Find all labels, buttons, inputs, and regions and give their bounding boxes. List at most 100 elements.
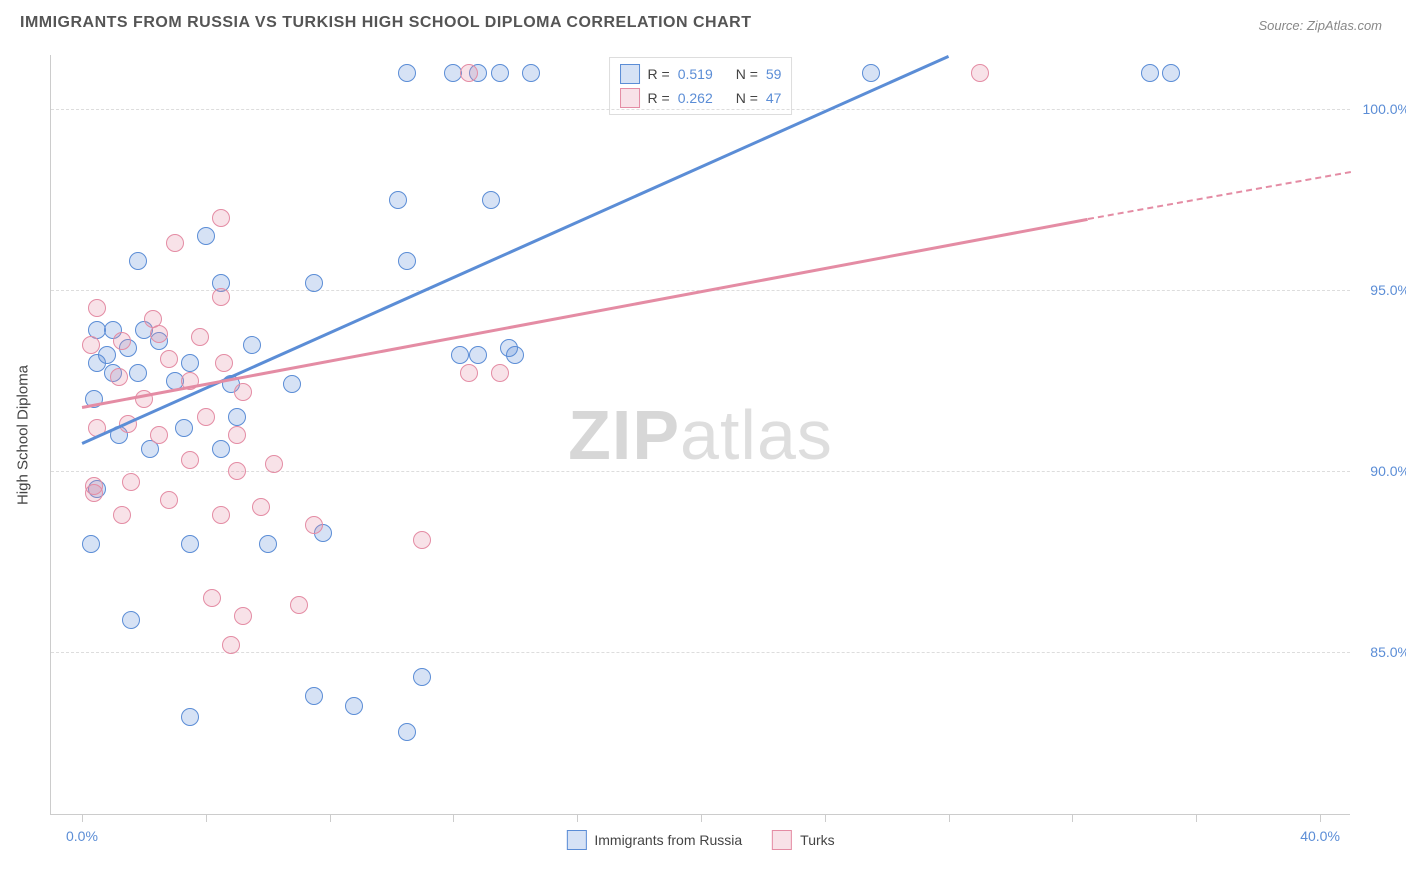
data-point <box>243 336 261 354</box>
legend-swatch <box>566 830 586 850</box>
data-point <box>345 697 363 715</box>
x-tick <box>1320 814 1321 822</box>
legend-n-label: N = <box>736 90 758 106</box>
data-point <box>129 364 147 382</box>
data-point <box>283 375 301 393</box>
data-point <box>88 299 106 317</box>
data-point <box>215 354 233 372</box>
trend-line <box>82 218 1088 409</box>
data-point <box>82 535 100 553</box>
x-tick <box>330 814 331 822</box>
gridline <box>51 471 1350 472</box>
legend-n-value: 59 <box>766 66 782 82</box>
data-point <box>197 408 215 426</box>
data-point <box>197 227 215 245</box>
data-point <box>491 364 509 382</box>
data-point <box>469 346 487 364</box>
data-point <box>234 607 252 625</box>
data-point <box>1162 64 1180 82</box>
data-point <box>110 368 128 386</box>
data-point <box>122 611 140 629</box>
x-tick <box>701 814 702 822</box>
gridline <box>51 109 1350 110</box>
legend-swatch <box>620 88 640 108</box>
trend-line <box>1088 171 1351 220</box>
data-point <box>398 252 416 270</box>
data-point <box>212 288 230 306</box>
data-point <box>305 516 323 534</box>
data-point <box>252 498 270 516</box>
data-point <box>212 506 230 524</box>
y-tick-label: 95.0% <box>1360 282 1406 298</box>
trend-line <box>81 55 949 445</box>
y-axis-label: High School Diploma <box>15 364 32 504</box>
data-point <box>212 209 230 227</box>
y-tick-label: 90.0% <box>1360 463 1406 479</box>
data-point <box>203 589 221 607</box>
x-tick <box>206 814 207 822</box>
data-point <box>259 535 277 553</box>
legend-r-value: 0.519 <box>678 66 728 82</box>
data-point <box>413 531 431 549</box>
legend-swatch <box>772 830 792 850</box>
legend-row: R =0.262N =47 <box>620 86 782 110</box>
chart-plot-area: High School Diploma ZIPatlas R =0.519N =… <box>50 55 1350 815</box>
data-point <box>160 350 178 368</box>
legend-swatch <box>620 64 640 84</box>
x-tick <box>1196 814 1197 822</box>
x-tick <box>82 814 83 822</box>
data-point <box>85 484 103 502</box>
legend-label: Turks <box>800 832 834 848</box>
data-point <box>129 252 147 270</box>
legend-r-label: R = <box>648 90 670 106</box>
data-point <box>181 535 199 553</box>
legend-n-label: N = <box>736 66 758 82</box>
gridline <box>51 652 1350 653</box>
data-point <box>122 473 140 491</box>
series-legend: Immigrants from Russia Turks <box>566 830 834 850</box>
data-point <box>305 274 323 292</box>
data-point <box>413 668 431 686</box>
data-point <box>228 408 246 426</box>
legend-item: Turks <box>772 830 834 850</box>
data-point <box>113 332 131 350</box>
data-point <box>181 708 199 726</box>
data-point <box>971 64 989 82</box>
legend-label: Immigrants from Russia <box>594 832 742 848</box>
x-tick <box>453 814 454 822</box>
data-point <box>150 325 168 343</box>
data-point <box>181 451 199 469</box>
data-point <box>451 346 469 364</box>
data-point <box>460 64 478 82</box>
data-point <box>234 383 252 401</box>
data-point <box>389 191 407 209</box>
data-point <box>82 336 100 354</box>
watermark-bold: ZIP <box>568 396 680 474</box>
data-point <box>113 506 131 524</box>
legend-r-label: R = <box>648 66 670 82</box>
data-point <box>181 354 199 372</box>
data-point <box>491 64 509 82</box>
y-tick-label: 85.0% <box>1360 644 1406 660</box>
data-point <box>522 64 540 82</box>
data-point <box>862 64 880 82</box>
chart-title: IMMIGRANTS FROM RUSSIA VS TURKISH HIGH S… <box>20 14 752 32</box>
data-point <box>1141 64 1159 82</box>
data-point <box>191 328 209 346</box>
correlation-legend: R =0.519N =59R =0.262N =47 <box>609 57 793 115</box>
watermark-light: atlas <box>680 396 833 474</box>
data-point <box>228 462 246 480</box>
legend-n-value: 47 <box>766 90 782 106</box>
y-tick-label: 100.0% <box>1360 101 1406 117</box>
data-point <box>228 426 246 444</box>
data-point <box>290 596 308 614</box>
x-tick-label: 40.0% <box>1300 828 1340 844</box>
data-point <box>166 234 184 252</box>
data-point <box>500 339 518 357</box>
legend-item: Immigrants from Russia <box>566 830 742 850</box>
data-point <box>222 636 240 654</box>
data-point <box>460 364 478 382</box>
x-tick <box>825 814 826 822</box>
x-tick <box>577 814 578 822</box>
data-point <box>305 687 323 705</box>
